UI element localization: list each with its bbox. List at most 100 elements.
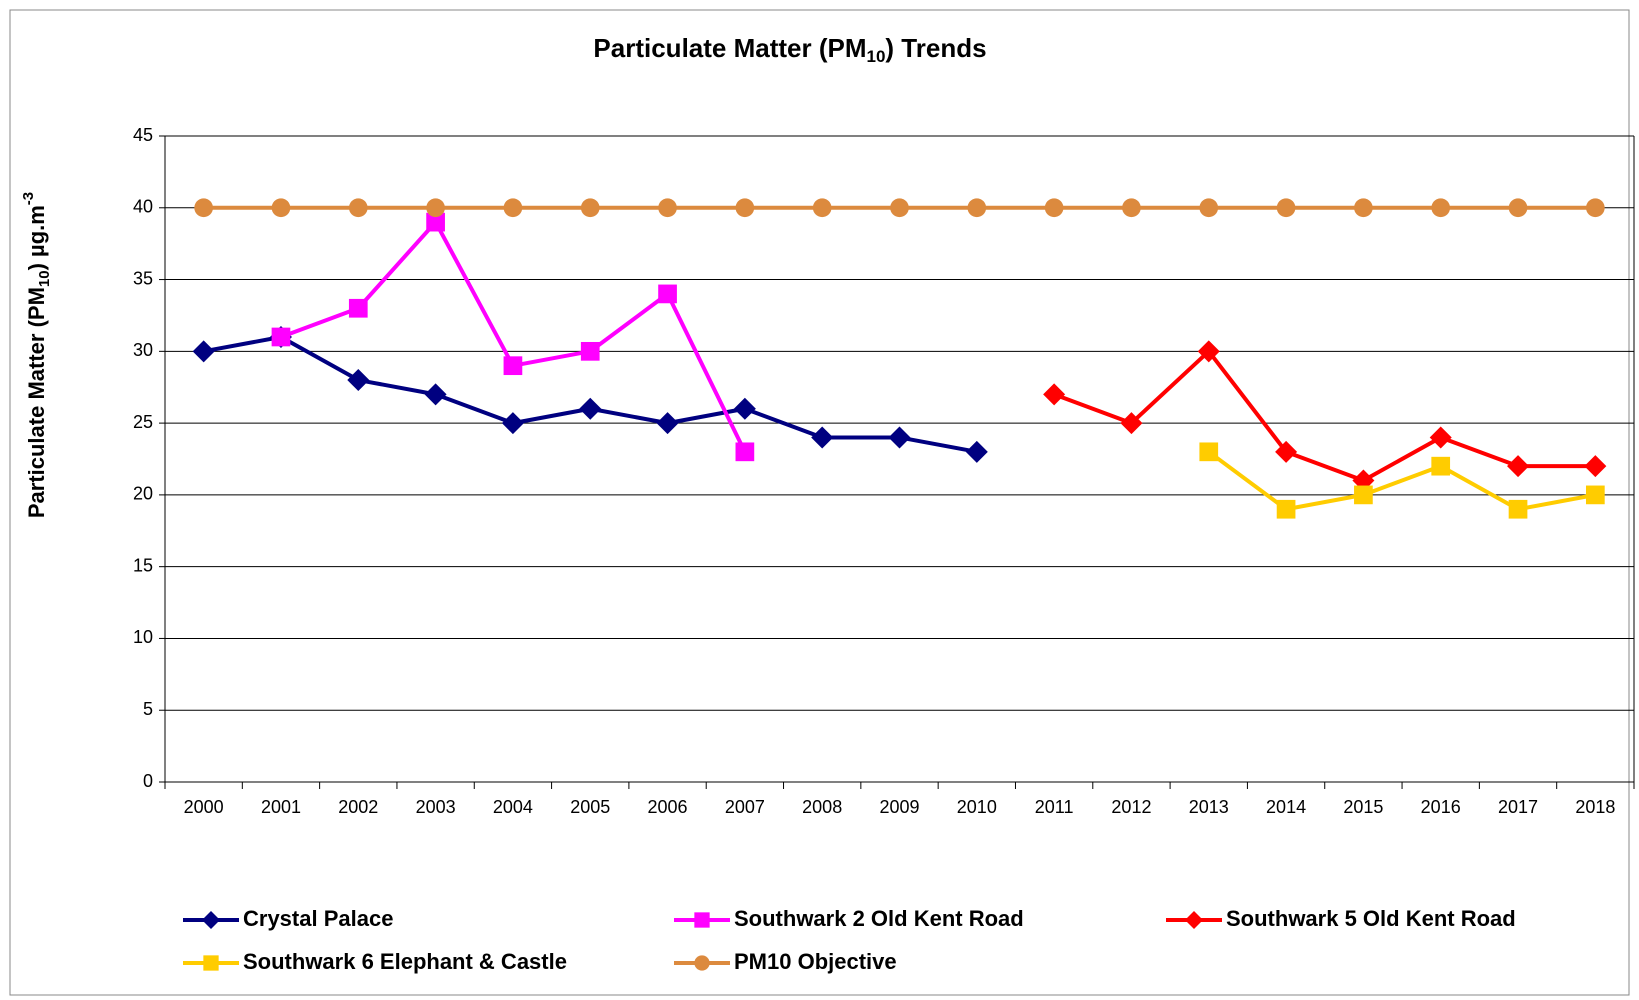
title-part: ) Trends [885,33,986,63]
chart-title: Particulate Matter (PM10) Trends [593,33,986,67]
marker [1043,383,1066,406]
marker [580,198,600,218]
marker [965,440,988,463]
marker [1199,442,1219,462]
title-part: Particulate Matter (PM [593,33,866,63]
y-tick-label: 5 [143,699,153,719]
marker [194,198,214,218]
title-sub: 10 [867,47,886,66]
marker [348,298,368,318]
x-tick-label: 2002 [338,797,378,817]
marker [1122,198,1141,218]
series-line [1207,450,1596,512]
y-tick-label: 35 [133,268,153,288]
marker [658,284,677,304]
x-tick-label: 2007 [725,797,765,817]
x-tick-label: 2009 [879,797,919,817]
legend-marker [203,955,219,971]
marker [1276,499,1296,519]
x-tick-label: 2004 [493,797,533,817]
legend-marker [1185,911,1203,929]
marker [1585,485,1605,505]
marker [967,198,987,218]
legend-label: Southwark 2 Old Kent Road [734,906,1024,931]
x-tick-label: 2006 [648,797,688,817]
marker [579,397,602,420]
legend-label: PM10 Objective [734,949,897,974]
marker [1429,426,1452,449]
marker [1044,198,1064,218]
marker [1508,499,1528,519]
y-tick-label: 45 [133,125,153,145]
y-tick-label: 10 [133,627,153,647]
y-tick-label: 20 [133,484,153,504]
x-tick-label: 2017 [1498,797,1538,817]
x-tick-label: 2013 [1189,797,1229,817]
marker [348,198,368,218]
marker [580,341,600,361]
ylabel-sup: -3 [20,192,37,205]
marker [1431,198,1451,218]
marker [192,340,215,363]
x-tick-label: 2014 [1266,797,1306,817]
marker [1199,198,1219,218]
marker [735,442,755,462]
marker [271,198,291,218]
x-tick-label: 2005 [570,797,610,817]
x-tick-label: 2001 [261,797,301,817]
x-tick-label: 2015 [1343,797,1383,817]
y-tick-label: 40 [133,197,153,217]
marker [426,198,445,218]
marker [501,412,524,435]
marker [503,198,523,218]
x-tick-label: 2003 [416,797,456,817]
y-tick-label: 15 [133,555,153,575]
y-tick-label: 25 [133,412,153,432]
legend-marker [694,955,710,971]
marker [1275,440,1298,463]
x-tick-label: 2010 [957,797,997,817]
y-axis-title: Particulate Matter (PM10) µg.m-3 [20,192,53,518]
marker [735,198,755,218]
y-tick-label: 0 [143,771,153,791]
marker [890,198,909,218]
marker [658,198,677,218]
marker [811,426,834,449]
x-tick-label: 2016 [1421,797,1461,817]
marker [1507,455,1530,478]
marker [656,412,679,435]
x-tick-label: 2012 [1111,797,1151,817]
series-line [1053,349,1596,483]
marker [1354,485,1373,505]
marker [1584,455,1607,478]
marker [1354,198,1373,218]
chart-border [9,9,1630,996]
marker [347,369,370,392]
marker [1431,456,1451,476]
marker [426,212,445,232]
marker [1585,198,1605,218]
marker [424,383,447,406]
x-tick-label: 2000 [184,797,224,817]
x-tick-label: 2011 [1035,797,1074,817]
marker [812,198,832,218]
ylabel-part: Particulate Matter (PM [24,287,49,518]
y-tick-label: 30 [133,340,153,360]
legend-label: Southwark 5 Old Kent Road [1226,906,1516,931]
marker [888,426,911,449]
x-tick-label: 2008 [802,797,842,817]
x-tick-label: 2018 [1575,797,1615,817]
marker [1197,340,1220,363]
marker [1276,198,1296,218]
marker [1508,198,1528,218]
marker [271,327,291,347]
legend-marker [694,912,710,928]
marker [1120,412,1143,435]
legend-label: Southwark 6 Elephant & Castle [243,949,567,974]
legend-marker [202,911,220,929]
ylabel-sub: 10 [36,270,53,287]
marker [503,356,523,376]
marker [733,397,756,420]
